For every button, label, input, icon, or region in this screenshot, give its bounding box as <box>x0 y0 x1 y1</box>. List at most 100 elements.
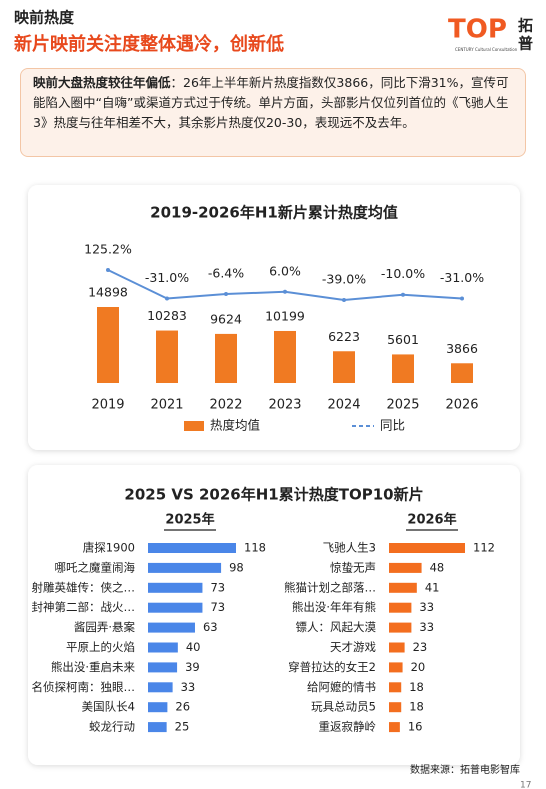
bar <box>389 543 465 553</box>
bar-label: 14898 <box>88 285 128 300</box>
bar <box>389 682 402 693</box>
line-label: 6.0% <box>269 263 301 278</box>
panel-subtitle: 2025年 <box>165 512 214 528</box>
line-label: -6.4% <box>208 266 244 281</box>
bar-label: 112 <box>473 541 495 555</box>
bar-name: 熊出没·年年有熊 <box>292 600 376 614</box>
bar-label: 18 <box>409 680 424 694</box>
bar-label: 33 <box>419 600 434 614</box>
bar <box>148 582 203 593</box>
bar <box>389 582 417 593</box>
line-label: 125.2% <box>84 242 132 257</box>
line-point <box>283 289 287 294</box>
bar-label: 16 <box>408 720 423 734</box>
bar-label: 18 <box>409 700 424 714</box>
bar <box>392 354 414 383</box>
bar-label: 48 <box>430 560 445 574</box>
panel-subtitle: 2026年 <box>407 512 456 528</box>
bar <box>148 642 178 653</box>
line-label: -39.0% <box>322 272 366 287</box>
x-tick-label: 2026 <box>445 398 478 413</box>
bar-label: 23 <box>413 640 428 654</box>
line-point <box>460 296 464 301</box>
bar-label: 33 <box>419 620 434 634</box>
bar-label: 25 <box>175 720 190 734</box>
bar-name: 熊猫计划之部落… <box>284 580 376 594</box>
line-label: -31.0% <box>440 270 484 285</box>
bar-name: 酱园弄·悬案 <box>74 620 136 634</box>
bar-name: 蛟龙行动 <box>89 720 135 734</box>
page-number: 17 <box>520 781 531 789</box>
bar-label: 5601 <box>387 332 419 347</box>
bar-label: 6223 <box>328 329 360 344</box>
chart-title: 2019-2026年H1新片累计热度均值 <box>150 204 398 222</box>
bar <box>333 351 355 383</box>
bar <box>148 702 168 713</box>
card <box>28 185 520 450</box>
x-tick-label: 2025 <box>386 398 419 413</box>
bar-label: 26 <box>175 700 190 714</box>
bar-name: 美国队长4 <box>82 700 135 714</box>
bar-name: 天才游戏 <box>330 640 376 654</box>
logo-brand: TOP <box>448 15 507 45</box>
summary-text: ：26年上半年新片热度指数仅3866，同比下滑31%，宣传可能陷入圈中“自嗨”或… <box>33 75 509 130</box>
bar <box>274 330 296 383</box>
bar <box>451 363 473 383</box>
bar-label: 41 <box>425 580 440 594</box>
logo-name: 普 <box>518 35 533 53</box>
bar-label: 63 <box>203 620 218 634</box>
source: 数据来源：拓普电影智库 <box>410 763 520 776</box>
bar-label: 73 <box>210 580 225 594</box>
bar-label: 10199 <box>265 308 305 323</box>
bar <box>156 330 178 383</box>
bar-name: 哪吒之魔童闹海 <box>55 560 136 574</box>
bar <box>389 622 412 633</box>
line-label: -10.0% <box>381 266 425 281</box>
bar-name: 玩具总动员5 <box>311 700 376 714</box>
bar-label: 3866 <box>446 341 478 356</box>
bar-name: 飞驰人生3 <box>323 541 376 555</box>
bar <box>148 662 178 673</box>
bar <box>97 307 119 383</box>
summary-lead: 映前大盘热度较往年偏低 <box>33 75 171 90</box>
line-point <box>165 296 169 301</box>
bar <box>389 702 402 713</box>
bar-label: 20 <box>411 660 426 674</box>
bar <box>215 333 237 383</box>
bar <box>389 562 422 573</box>
logo-name: 拓 <box>518 17 533 35</box>
bar-label: 98 <box>229 560 244 574</box>
bar <box>389 662 403 673</box>
bar-name: 熊出没·重启未来 <box>51 660 136 674</box>
bar-name: 封神第二部：战火… <box>32 600 136 614</box>
bar-name: 重返寂静岭 <box>319 720 377 734</box>
bar-name: 穿普拉达的女王2 <box>288 660 376 674</box>
x-tick-label: 2024 <box>327 398 360 413</box>
line-label: -31.0% <box>145 270 189 285</box>
bar <box>148 682 173 693</box>
logo-tagline: CENTURY <box>455 47 474 52</box>
chart-title: 2025 VS 2026年H1累计热度TOP10新片 <box>124 486 423 504</box>
bar-name: 射雕英雄传：侠之… <box>32 580 136 594</box>
line-point <box>342 298 346 302</box>
x-tick-label: 2022 <box>209 398 242 413</box>
x-tick-label: 2021 <box>150 398 183 413</box>
bar-name: 平原上的火焰 <box>66 640 135 654</box>
legend-label: 热度均值 <box>210 418 260 433</box>
bar-label: 73 <box>210 600 225 614</box>
bar-name: 惊蛰无声 <box>330 560 376 574</box>
title: 新片映前关注度整体遇冷，创新低 <box>14 33 284 55</box>
line-point <box>401 292 405 297</box>
bar-label: 9624 <box>210 311 242 326</box>
bar-name: 镖人：风起大漠 <box>296 620 377 634</box>
bar-label: 39 <box>185 660 200 674</box>
bar <box>148 622 195 633</box>
logo-tagline: Cultural Consultation <box>475 47 518 52</box>
x-tick-label: 2019 <box>91 398 124 413</box>
bar <box>389 722 400 733</box>
legend-label: 同比 <box>380 418 405 433</box>
summary: 映前大盘热度较往年偏低：26年上半年新片热度指数仅3866，同比下滑31%，宣传… <box>20 68 526 157</box>
bar-label: 118 <box>244 541 266 555</box>
bar-name: 名侦探柯南：独眼… <box>32 680 136 694</box>
